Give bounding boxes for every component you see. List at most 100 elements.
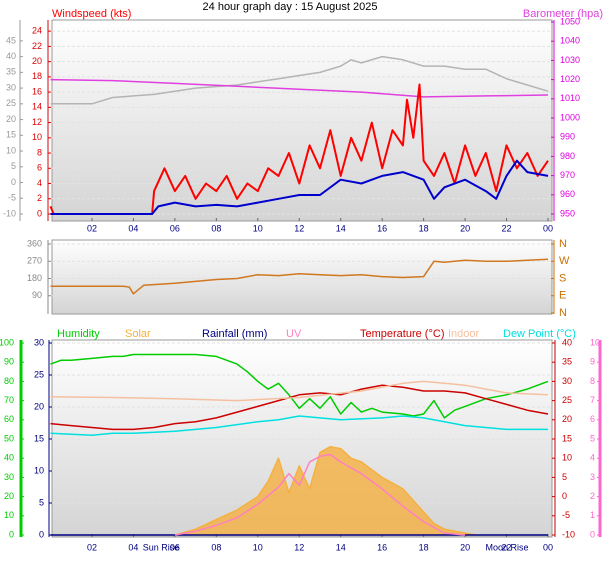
y-tick-label: 10 xyxy=(590,337,600,347)
legend-label: Windspeed (kts) xyxy=(52,8,131,20)
legend-label: Rainfall (mm) xyxy=(202,328,267,340)
y-tick-label: 25 xyxy=(6,98,16,108)
legend-label: Dew Point (°C) xyxy=(503,328,576,340)
y-tick-label: 270 xyxy=(27,256,42,266)
x-tick-label: 14 xyxy=(336,223,346,233)
y-tick-label: N xyxy=(559,238,567,250)
y-tick-label: 30 xyxy=(34,337,44,347)
y-tick-label: 25 xyxy=(562,395,572,405)
y-tick-label: 20 xyxy=(4,491,14,501)
y-tick-label: 0 xyxy=(11,177,16,187)
y-tick-label: 12 xyxy=(32,117,42,127)
y-tick-label: 60 xyxy=(4,414,14,424)
y-tick-label: 0 xyxy=(590,529,595,539)
y-tick-label: 6 xyxy=(37,163,42,173)
legend-label: Solar xyxy=(125,328,151,340)
y-tick-label: 1010 xyxy=(560,93,580,103)
x-tick-label: 16 xyxy=(377,542,387,552)
y-tick-label: 16 xyxy=(32,86,42,96)
y-tick-label: 5 xyxy=(11,161,16,171)
x-tick-label: 00 xyxy=(543,223,553,233)
series-line xyxy=(50,415,548,436)
y-tick-label: E xyxy=(559,290,566,302)
y-tick-label: 1020 xyxy=(560,74,580,84)
x-tick-label: 02 xyxy=(87,542,97,552)
y-tick-label: 2 xyxy=(37,193,42,203)
y-tick-label: 970 xyxy=(560,170,575,180)
y-tick-label: 30 xyxy=(562,376,572,386)
y-tick-label: 0 xyxy=(9,529,14,539)
x-tick-label: 04 xyxy=(128,542,138,552)
y-tick-label: 20 xyxy=(34,401,44,411)
y-tick-label: 960 xyxy=(560,189,575,199)
x-tick-label: 08 xyxy=(211,223,221,233)
y-tick-label: 10 xyxy=(4,510,14,520)
y-tick-label: 35 xyxy=(6,67,16,77)
y-tick-label: 24 xyxy=(32,26,42,36)
y-tick-label: 10 xyxy=(6,145,16,155)
y-tick-label: 15 xyxy=(6,130,16,140)
plot-area xyxy=(51,239,553,315)
y-tick-label: 35 xyxy=(562,357,572,367)
y-tick-label: -10 xyxy=(3,208,16,218)
y-tick-label: 8 xyxy=(590,376,595,386)
x-tick-label: 22 xyxy=(502,223,512,233)
y-tick-label: 50 xyxy=(4,433,14,443)
series-line xyxy=(50,55,549,105)
series-line xyxy=(49,83,549,215)
y-tick-label: 22 xyxy=(32,41,42,51)
y-tick-label: -10 xyxy=(562,529,575,539)
y-tick-label: -5 xyxy=(562,510,570,520)
y-tick-label: 4 xyxy=(590,453,595,463)
x-tick-label: 02 xyxy=(87,223,97,233)
chart-title: 24 hour graph day : 15 August 2025 xyxy=(203,1,378,13)
y-tick-label: 15 xyxy=(34,433,44,443)
y-tick-label: 2 xyxy=(590,491,595,501)
y-tick-label: 990 xyxy=(560,132,575,142)
series-line xyxy=(50,159,549,215)
y-tick-label: 10 xyxy=(32,132,42,142)
series-line xyxy=(50,258,549,295)
y-tick-label: 0 xyxy=(39,529,44,539)
y-tick-label: 0 xyxy=(562,491,567,501)
y-tick-label: 360 xyxy=(27,238,42,248)
series-line xyxy=(50,384,549,431)
x-tick-label: 10 xyxy=(253,542,263,552)
series-line xyxy=(50,380,549,402)
y-tick-label: 10 xyxy=(34,465,44,475)
y-tick-label: S xyxy=(559,272,566,284)
y-tick-label: 180 xyxy=(27,273,42,283)
y-tick-label: 0 xyxy=(37,208,42,218)
y-tick-label: 70 xyxy=(4,395,14,405)
y-tick-label: 40 xyxy=(4,453,14,463)
x-tick-label: 06 xyxy=(170,223,180,233)
x-tick-label: 08 xyxy=(211,542,221,552)
y-tick-label: 9 xyxy=(590,357,595,367)
legend-label: Humidity xyxy=(57,328,100,340)
y-tick-label: 15 xyxy=(562,433,572,443)
y-tick-label: 10 xyxy=(562,453,572,463)
y-tick-label: 40 xyxy=(562,337,572,347)
y-tick-label: -5 xyxy=(8,193,16,203)
y-tick-label: 1050 xyxy=(560,16,580,26)
x-tick-label: 06 xyxy=(170,542,180,552)
y-tick-label: 4 xyxy=(37,178,42,188)
annotation: Sun Rise xyxy=(143,542,180,552)
y-tick-label: 1030 xyxy=(560,55,580,65)
y-tick-label: 5 xyxy=(39,497,44,507)
y-tick-label: 8 xyxy=(37,147,42,157)
plot-area xyxy=(51,19,553,222)
y-tick-label: N xyxy=(559,307,567,319)
legend-label: Indoor xyxy=(448,328,480,340)
x-tick-label: 04 xyxy=(128,223,138,233)
x-tick-label: 20 xyxy=(460,223,470,233)
y-tick-label: 5 xyxy=(562,472,567,482)
y-tick-label: 18 xyxy=(32,71,42,81)
y-tick-label: 40 xyxy=(6,51,16,61)
y-tick-label: 30 xyxy=(4,472,14,482)
y-tick-label: 3 xyxy=(590,472,595,482)
y-tick-label: 1040 xyxy=(560,36,580,46)
y-tick-label: 25 xyxy=(34,369,44,379)
y-tick-label: 20 xyxy=(32,56,42,66)
